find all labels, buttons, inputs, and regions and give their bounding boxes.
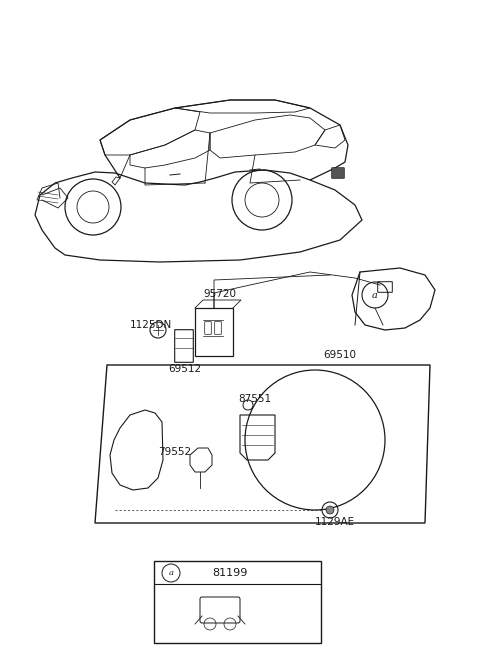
Circle shape xyxy=(326,506,334,514)
Text: 69512: 69512 xyxy=(168,364,202,374)
Text: 69510: 69510 xyxy=(324,350,357,360)
Text: 79552: 79552 xyxy=(158,447,191,457)
Text: 1125DN: 1125DN xyxy=(130,320,172,330)
Text: a: a xyxy=(168,569,173,577)
Text: 81199: 81199 xyxy=(212,568,248,578)
Text: 95720: 95720 xyxy=(204,289,237,299)
Text: a: a xyxy=(372,291,378,300)
Text: 1129AE: 1129AE xyxy=(315,517,355,527)
Text: 87551: 87551 xyxy=(239,394,272,404)
FancyBboxPatch shape xyxy=(332,168,344,178)
